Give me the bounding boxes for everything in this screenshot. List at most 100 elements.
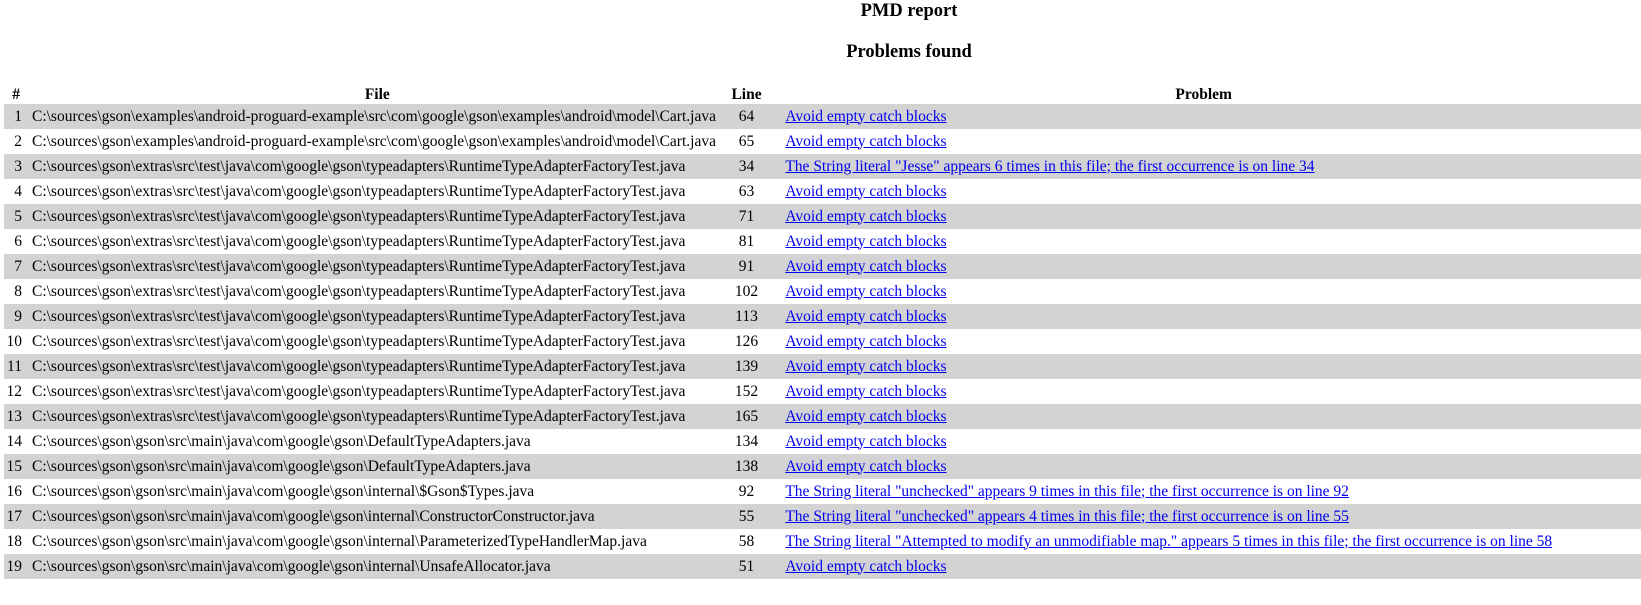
- table-row: 14 C:\sources\gson\gson\src\main\java\com…: [4, 429, 1641, 454]
- table-row: 6 C:\sources\gson\extras\src\test\java\co…: [4, 229, 1641, 254]
- problem-cell: Avoid empty catch blocks: [766, 429, 1641, 454]
- problem-link[interactable]: Avoid empty catch blocks: [785, 407, 947, 425]
- line-number: 58: [726, 529, 767, 554]
- line-number: 165: [726, 404, 767, 429]
- header-line: Line: [731, 86, 762, 103]
- file-path: C:\sources\gson\extras\src\test\java\com…: [27, 304, 727, 329]
- line-number: 71: [726, 204, 767, 229]
- problem-link[interactable]: Avoid empty catch blocks: [785, 382, 947, 400]
- line-number: 65: [726, 129, 767, 154]
- row-number: 3: [4, 154, 28, 179]
- problem-cell: Avoid empty catch blocks: [766, 254, 1641, 279]
- line-number: 138: [726, 454, 767, 479]
- header-problem: Problem: [1175, 86, 1232, 103]
- problem-link[interactable]: The String literal "unchecked" appears 9…: [785, 482, 1349, 500]
- line-number: 113: [726, 304, 767, 329]
- row-number: 17: [4, 504, 28, 529]
- row-number: 19: [4, 554, 28, 579]
- problem-cell: Avoid empty catch blocks: [766, 104, 1641, 129]
- file-path: C:\sources\gson\examples\android-proguar…: [27, 104, 727, 129]
- row-number: 8: [4, 279, 28, 304]
- row-number: 1: [4, 104, 28, 129]
- table-row: 17 C:\sources\gson\gson\src\main\java\com…: [4, 504, 1641, 529]
- table-row: 1 C:\sources\gson\examples\android-progua…: [4, 104, 1641, 129]
- file-path: C:\sources\gson\extras\src\test\java\com…: [27, 204, 727, 229]
- line-number: 63: [726, 179, 767, 204]
- problem-link[interactable]: Avoid empty catch blocks: [785, 357, 947, 375]
- file-path: C:\sources\gson\gson\src\main\java\com\g…: [27, 504, 727, 529]
- problem-cell: Avoid empty catch blocks: [766, 404, 1641, 429]
- table-row: 2 C:\sources\gson\examples\android-progua…: [4, 129, 1641, 154]
- problem-cell: Avoid empty catch blocks: [766, 279, 1641, 304]
- file-path: C:\sources\gson\extras\src\test\java\com…: [27, 179, 727, 204]
- file-path: C:\sources\gson\extras\src\test\java\com…: [27, 379, 727, 404]
- problem-link[interactable]: Avoid empty catch blocks: [785, 457, 947, 475]
- problem-link[interactable]: Avoid empty catch blocks: [785, 432, 947, 450]
- line-number: 81: [726, 229, 767, 254]
- problem-link[interactable]: Avoid empty catch blocks: [785, 282, 947, 300]
- problem-cell: Avoid empty catch blocks: [766, 129, 1641, 154]
- row-number: 18: [4, 529, 28, 554]
- problem-link[interactable]: Avoid empty catch blocks: [785, 207, 947, 225]
- line-number: 102: [726, 279, 767, 304]
- problem-link[interactable]: The String literal "unchecked" appears 4…: [785, 507, 1349, 525]
- problem-link[interactable]: The String literal "Jesse" appears 6 tim…: [785, 157, 1315, 175]
- file-path: C:\sources\gson\extras\src\test\java\com…: [27, 279, 727, 304]
- file-path: C:\sources\gson\extras\src\test\java\com…: [27, 254, 727, 279]
- header-file: File: [364, 86, 390, 103]
- problem-cell: Avoid empty catch blocks: [766, 179, 1641, 204]
- problem-link[interactable]: Avoid empty catch blocks: [785, 307, 947, 325]
- file-path: C:\sources\gson\extras\src\test\java\com…: [27, 404, 727, 429]
- problem-cell: The String literal "Jesse" appears 6 tim…: [766, 154, 1641, 179]
- section-title: Problems found: [846, 42, 972, 62]
- row-number: 10: [4, 329, 28, 354]
- problem-cell: Avoid empty catch blocks: [766, 379, 1641, 404]
- problem-cell: Avoid empty catch blocks: [766, 204, 1641, 229]
- problem-cell: Avoid empty catch blocks: [766, 354, 1641, 379]
- table-row: 5 C:\sources\gson\extras\src\test\java\co…: [4, 204, 1641, 229]
- line-number: 64: [726, 104, 767, 129]
- table-row: 9 C:\sources\gson\extras\src\test\java\co…: [4, 304, 1641, 329]
- table-row: 18 C:\sources\gson\gson\src\main\java\com…: [4, 529, 1641, 554]
- row-number: 9: [4, 304, 28, 329]
- problem-link[interactable]: Avoid empty catch blocks: [785, 332, 947, 350]
- file-path: C:\sources\gson\gson\src\main\java\com\g…: [27, 554, 727, 579]
- table-header-row: # File Line Problem: [4, 82, 1641, 104]
- table-row: 19 C:\sources\gson\gson\src\main\java\com…: [4, 554, 1641, 579]
- row-number: 14: [4, 429, 28, 454]
- file-path: C:\sources\gson\extras\src\test\java\com…: [27, 329, 727, 354]
- problem-cell: Avoid empty catch blocks: [766, 554, 1641, 579]
- row-number: 7: [4, 254, 28, 279]
- problem-link[interactable]: Avoid empty catch blocks: [785, 257, 947, 275]
- line-number: 139: [726, 354, 767, 379]
- problem-link[interactable]: The String literal "Attempted to modify …: [785, 532, 1553, 550]
- row-number: 12: [4, 379, 28, 404]
- line-number: 134: [726, 429, 767, 454]
- table-row: 16 C:\sources\gson\gson\src\main\java\com…: [4, 479, 1641, 504]
- row-number: 5: [4, 204, 28, 229]
- row-number: 13: [4, 404, 28, 429]
- file-path: C:\sources\gson\gson\src\main\java\com\g…: [27, 529, 727, 554]
- problem-link[interactable]: Avoid empty catch blocks: [785, 557, 947, 575]
- row-number: 2: [4, 129, 28, 154]
- table-row: 12 C:\sources\gson\extras\src\test\java\c…: [4, 379, 1641, 404]
- line-number: 51: [726, 554, 767, 579]
- file-path: C:\sources\gson\extras\src\test\java\com…: [27, 229, 727, 254]
- file-path: C:\sources\gson\extras\src\test\java\com…: [27, 154, 727, 179]
- table-row: 15 C:\sources\gson\gson\src\main\java\com…: [4, 454, 1641, 479]
- problem-link[interactable]: Avoid empty catch blocks: [785, 132, 947, 150]
- row-number: 16: [4, 479, 28, 504]
- problem-link[interactable]: Avoid empty catch blocks: [785, 107, 947, 125]
- problem-link[interactable]: Avoid empty catch blocks: [785, 182, 947, 200]
- table-row: 3 C:\sources\gson\extras\src\test\java\co…: [4, 154, 1641, 179]
- problem-link[interactable]: Avoid empty catch blocks: [785, 232, 947, 250]
- problem-cell: Avoid empty catch blocks: [766, 304, 1641, 329]
- page-title: PMD report: [860, 1, 958, 21]
- file-path: C:\sources\gson\extras\src\test\java\com…: [27, 354, 727, 379]
- line-number: 34: [726, 154, 767, 179]
- row-number: 11: [4, 354, 28, 379]
- table-row: 8 C:\sources\gson\extras\src\test\java\co…: [4, 279, 1641, 304]
- table-row: 7 C:\sources\gson\extras\src\test\java\co…: [4, 254, 1641, 279]
- file-path: C:\sources\gson\gson\src\main\java\com\g…: [27, 479, 727, 504]
- file-path: C:\sources\gson\examples\android-proguar…: [27, 129, 727, 154]
